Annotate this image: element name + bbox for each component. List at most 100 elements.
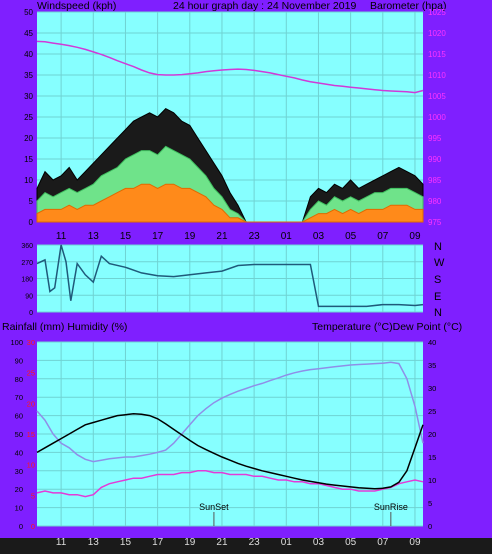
wind-x-tick-label: 05	[345, 231, 357, 242]
humidity-y-tick-label: 50	[15, 430, 23, 439]
humidity-y-tick-label: 80	[15, 375, 23, 384]
humidity-y-tick-label: 10	[15, 504, 23, 513]
temperature-x-tick-label: 17	[152, 537, 164, 548]
direction-y-tick-label: 180	[21, 277, 33, 284]
direction-letter: N	[434, 241, 442, 253]
barometer-y-tick-label: 975	[428, 218, 442, 227]
rainfall-y-tick-label: 0	[31, 522, 35, 531]
direction-y-tick-label: 90	[25, 293, 33, 300]
rainfall-y-tick-label: 5	[31, 491, 35, 500]
temperature-x-tick-label: 15	[120, 537, 132, 548]
windspeed-header: Windspeed (kph)	[37, 0, 116, 12]
rainfall-y-tick-label: 15	[27, 430, 35, 439]
wind-direction-panel: 0 90 180 270 360	[21, 243, 424, 317]
annotation-label: SunSet	[199, 502, 229, 512]
direction-y-tick-label: 0	[29, 310, 33, 317]
temperature-y-tick-label: 35	[428, 361, 436, 370]
wind-y-tick-label: 35	[24, 71, 33, 80]
direction-letter: S	[434, 274, 441, 286]
temperature-x-tick-label: 01	[281, 537, 293, 548]
wind-y-tick-label: 15	[24, 155, 33, 164]
rainfall-y-tick-label: 30	[27, 338, 35, 347]
temperature-y-tick-label: 20	[428, 430, 436, 439]
barometer-y-tick-label: 980	[428, 197, 442, 206]
wind-y-tick-label: 25	[24, 113, 33, 122]
wind-x-tick-label: 21	[216, 231, 228, 242]
date-header: 24 hour graph day : 24 November 2019	[173, 0, 356, 12]
barometer-y-tick-label: 1000	[428, 113, 446, 122]
wind-y-tick-label: 5	[29, 197, 34, 206]
rainfall-y-tick-label: 20	[27, 399, 35, 408]
wind-x-tick-label: 23	[249, 231, 261, 242]
direction-letter: N	[434, 307, 442, 319]
wind-x-tick-label: 09	[409, 231, 421, 242]
rainfall-y-tick-label: 25	[27, 369, 35, 378]
wind-x-tick-label: 11	[56, 231, 67, 242]
temperature-y-tick-label: 25	[428, 407, 436, 416]
direction-letter: E	[434, 291, 441, 303]
barometer-y-tick-label: 995	[428, 134, 442, 143]
wind-x-tick-label: 19	[184, 231, 196, 242]
temperature-x-tick-label: 13	[88, 537, 100, 548]
temperature-y-tick-label: 15	[428, 453, 436, 462]
wind-y-tick-label: 45	[24, 29, 33, 38]
direction-letters: N W S E N	[434, 241, 445, 319]
barometer-y-tick-label: 1015	[428, 50, 446, 59]
wind-x-tick-label: 15	[120, 231, 132, 242]
temperature-dewpoint-label: Temperature (°C)Dew Point (°C)	[312, 321, 462, 333]
wind-y-tick-label: 40	[24, 50, 33, 59]
temperature-y-tick-label: 10	[428, 476, 436, 485]
temperature-x-tick-label: 03	[313, 537, 325, 548]
temperature-y-tick-label: 30	[428, 384, 436, 393]
barometer-y-tick-label: 1010	[428, 71, 446, 80]
humidity-y-tick-label: 40	[15, 448, 23, 457]
temperature-series	[36, 361, 424, 463]
direction-letter: W	[434, 257, 445, 269]
barometer-y-tick-label: 985	[428, 176, 442, 185]
direction-y-tick-label: 270	[21, 260, 33, 267]
humidity-y-tick-label: 60	[15, 412, 23, 421]
wind-x-tick-label: 07	[377, 231, 389, 242]
wind-direction-series	[36, 244, 424, 308]
temperature-x-tick-label: 19	[184, 537, 196, 548]
rainfall-humidity-label: Rainfall (mm) Humidity (%)	[2, 321, 127, 333]
humidity-y-tick-label: 30	[15, 467, 23, 476]
temperature-x-tick-label: 11	[56, 537, 67, 548]
wind-x-tick-label: 13	[88, 231, 100, 242]
temperature-x-tick-label: 07	[377, 537, 389, 548]
humidity-y-tick-label: 0	[19, 522, 23, 531]
wind-y-tick-label: 50	[24, 8, 33, 17]
humidity-y-tick-label: 100	[10, 338, 23, 347]
temperature-x-tick-label: 05	[345, 537, 357, 548]
wind-x-tick-label: 01	[281, 231, 293, 242]
humidity-series	[36, 470, 424, 498]
humidity-y-tick-label: 70	[15, 393, 23, 402]
barometer-y-tick-label: 990	[428, 155, 442, 164]
annotation-label: SunRise	[374, 502, 408, 512]
temperature-x-tick-label: 09	[409, 537, 421, 548]
barometer-header: Barometer (hpa)	[370, 0, 446, 12]
barometer-y-tick-label: 1020	[428, 29, 446, 38]
temperature-y-tick-label: 0	[428, 522, 432, 531]
footer-bar	[0, 538, 492, 554]
barometer-y-tick-label: 1005	[428, 92, 446, 101]
rainfall-y-tick-label: 10	[27, 461, 35, 470]
humidity-y-tick-label: 90	[15, 356, 23, 365]
temperature-x-tick-label: 21	[216, 537, 228, 548]
wind-low-series	[36, 183, 424, 223]
dewpoint-series	[36, 413, 424, 490]
wind-y-tick-label: 30	[24, 92, 33, 101]
temperature-y-tick-label: 5	[428, 499, 432, 508]
humidity-y-tick-label: 20	[15, 485, 23, 494]
wind-y-tick-label: 0	[29, 218, 34, 227]
temperature-x-tick-label: 23	[249, 537, 261, 548]
direction-y-tick-label: 360	[21, 243, 33, 250]
wind-y-tick-label: 10	[24, 176, 33, 185]
temperature-y-tick-label: 40	[428, 338, 436, 347]
barometer-series	[36, 40, 424, 94]
wind-y-tick-label: 20	[24, 134, 33, 143]
wind-x-tick-label: 17	[152, 231, 164, 242]
